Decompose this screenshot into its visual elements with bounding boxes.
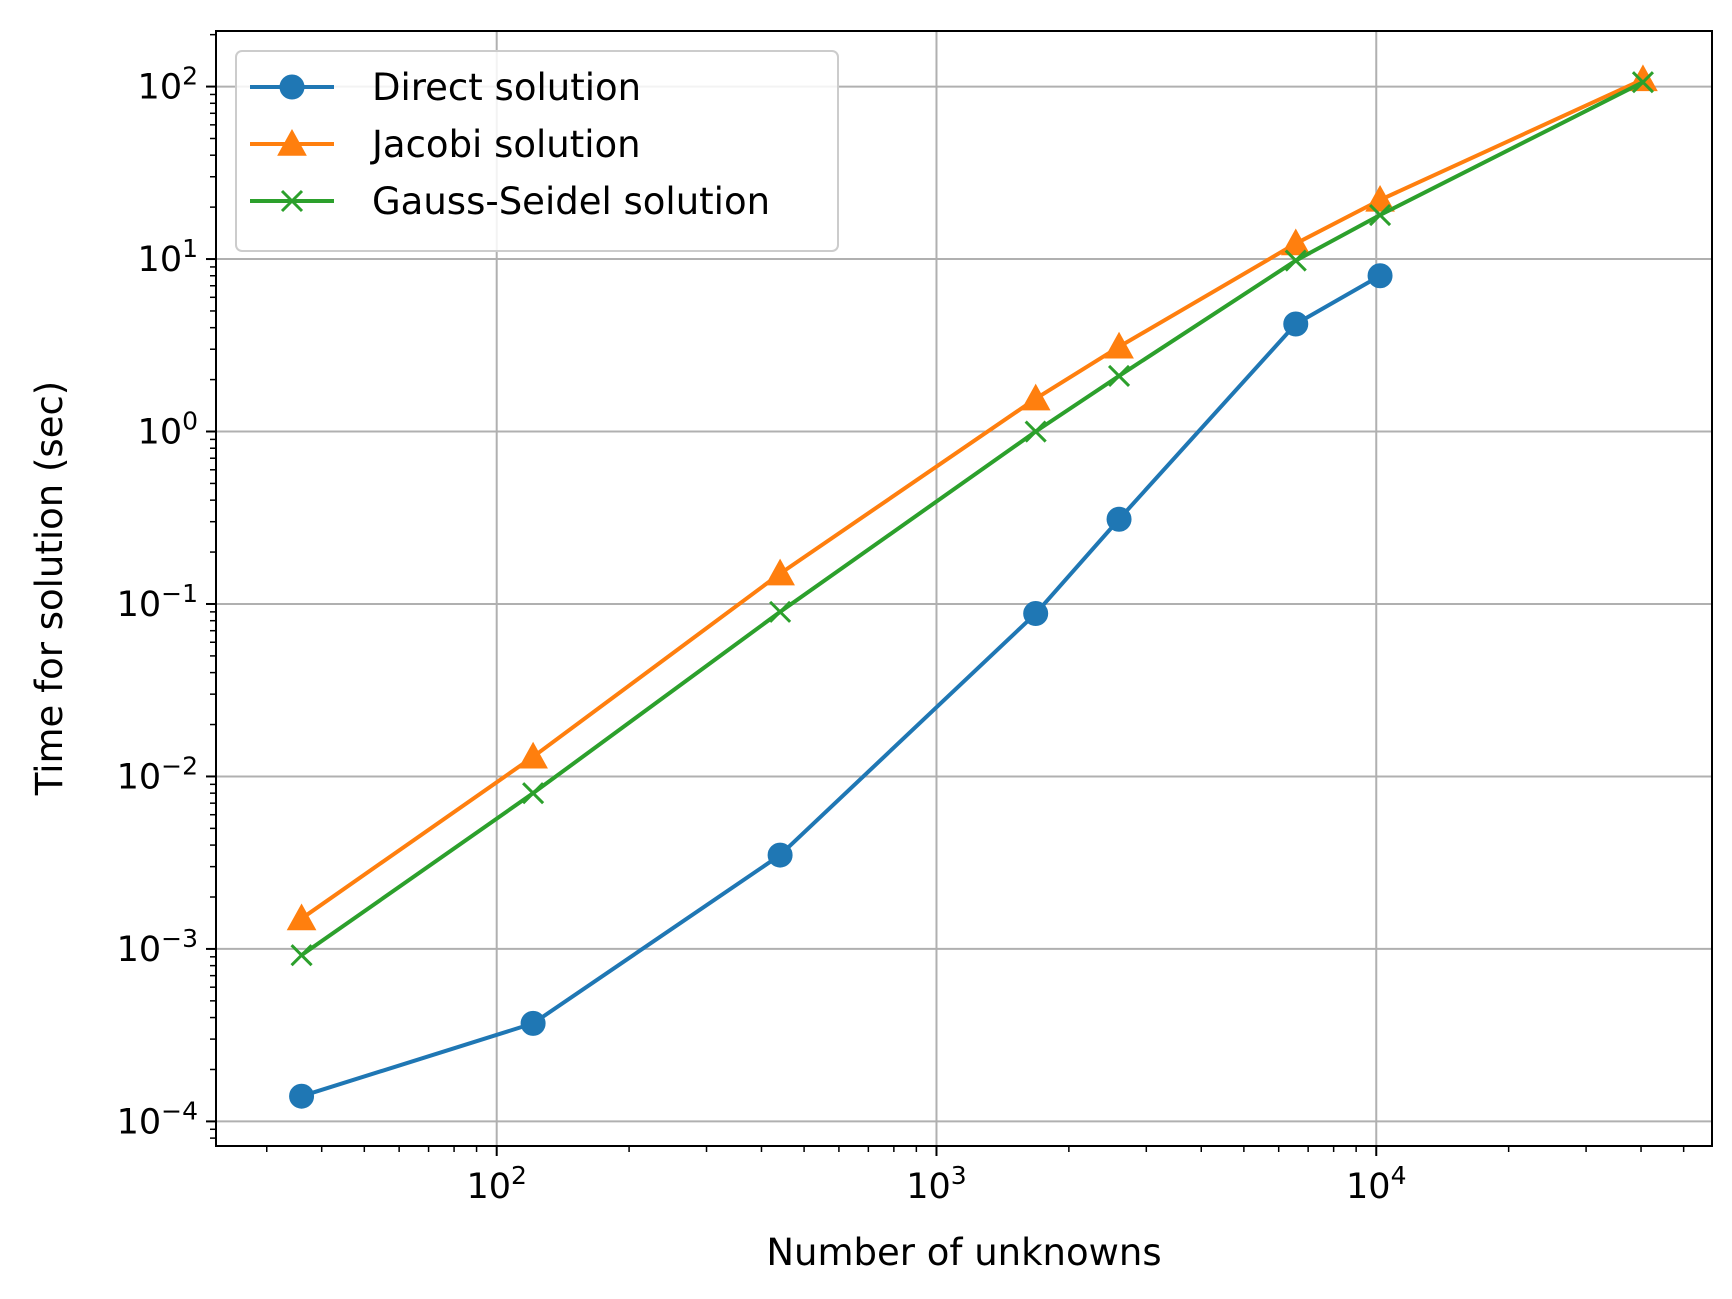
direct-solution-legend-label: Direct solution — [372, 66, 641, 109]
y-tick-label: 102 — [138, 62, 198, 108]
jacobi-solution-point — [1020, 383, 1051, 411]
gauss-seidel-solution-point — [290, 944, 313, 967]
direct-solution-point — [289, 1083, 315, 1109]
jacobi-solution-point — [765, 558, 795, 586]
jacobi-solution-legend-label: Jacobi solution — [370, 123, 641, 166]
direct-solution-point — [1023, 601, 1049, 627]
gauss-seidel-solution-point — [769, 600, 792, 623]
jacobi-solution-point — [1280, 228, 1311, 256]
gauss-seidel-solution-line — [300, 80, 1644, 957]
legend-items: Direct solution Jacobi solution Gauss-Seid… — [250, 66, 770, 223]
legend: Direct solution Jacobi solution Gauss-Seid… — [235, 50, 839, 252]
gauss-seidel-solution-point — [1631, 71, 1655, 94]
direct-solution-point — [520, 1010, 546, 1036]
y-tick-label: 100 — [138, 407, 198, 453]
x-tick-label: 102 — [466, 1161, 526, 1207]
jacobi-solution-point — [1365, 184, 1395, 212]
axis-ticks: 102 103 104 10−4 10−3 10−2 10−1 100 101 102 — [117, 33, 1685, 1207]
jacobi-solution-point — [286, 903, 317, 931]
plot-frame — [215, 30, 1713, 1147]
jacobi-solution-line — [300, 77, 1644, 921]
jacobi-solution-point — [518, 741, 548, 769]
gauss-seidel-solution-point — [1284, 249, 1307, 272]
y-axis-title: Time for solution (sec) — [28, 381, 71, 796]
gauss-seidel-solution-legend-label: Gauss-Seidel solution — [372, 180, 770, 223]
y-tick-label: 10−1 — [117, 579, 198, 625]
gauss-seidel-solution-point — [1107, 364, 1131, 388]
direct-solution-point — [1106, 506, 1132, 532]
direct-solution-legend-marker — [279, 74, 305, 100]
x-tick-label: 104 — [1346, 1161, 1406, 1207]
jacobi-solution-point — [1104, 331, 1134, 359]
gauss-seidel-solution-series — [290, 71, 1655, 967]
gauss-seidel-solution-point — [1024, 420, 1047, 443]
legend-box — [235, 50, 839, 252]
direct-solution-point — [767, 842, 793, 868]
jacobi-solution-legend-marker — [277, 128, 307, 156]
y-tick-label: 10−3 — [117, 924, 198, 970]
gauss-seidel-solution-legend-marker — [280, 189, 304, 213]
direct-solution-point — [1367, 263, 1393, 289]
y-tick-label: 10−2 — [117, 751, 198, 797]
x-tick-label: 103 — [906, 1161, 966, 1207]
gauss-seidel-solution-point — [1368, 203, 1392, 227]
series-layer — [286, 64, 1658, 1109]
direct-solution-series — [289, 263, 1393, 1109]
y-tick-label: 10−4 — [117, 1096, 198, 1142]
direct-solution-point — [1283, 311, 1309, 337]
y-tick-label: 101 — [138, 234, 198, 280]
gauss-seidel-solution-point — [522, 782, 545, 805]
x-axis-title: Number of unknowns — [766, 1231, 1161, 1274]
